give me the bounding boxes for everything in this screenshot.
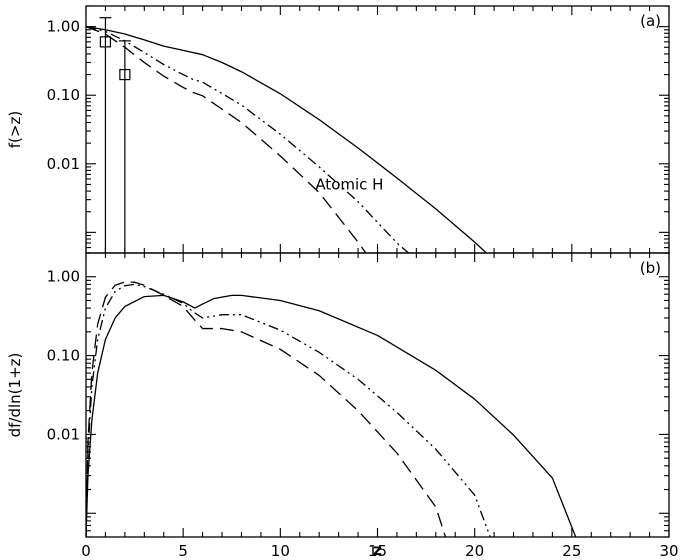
- x-tick-label: 30: [659, 542, 678, 560]
- x-tick-label: 15: [368, 542, 387, 560]
- series-line-dash-dot-dot: [86, 26, 410, 253]
- x-axis-label: z: [373, 541, 382, 559]
- panel-a: 1.00 0.10 0.01 f(>z) (a) Atomic H: [6, 5, 670, 254]
- panel-label: (b): [640, 259, 661, 277]
- plot-area: [86, 17, 487, 253]
- data-point: [99, 36, 112, 48]
- series-line-dash-dot-dot: [86, 283, 491, 537]
- series-line-dashed: [86, 281, 447, 537]
- panel-b: 0 5 10 15 20 25 30 1.00 0.10 0.01 df/dln(1+z) z (b): [6, 252, 679, 560]
- y-axis-label: df/dln(1+z): [6, 353, 24, 438]
- x-tick-label: 0: [81, 542, 91, 560]
- series-line-solid: [86, 294, 577, 537]
- x-tick-label: 5: [178, 542, 188, 560]
- series-line-solid: [86, 25, 487, 253]
- x-tick-label: 25: [562, 542, 581, 560]
- y-axis-label: f(>z): [6, 111, 24, 148]
- plot-frame: [85, 5, 670, 254]
- y-tick-label: 1.00: [47, 268, 80, 286]
- x-tick-label: 20: [465, 542, 484, 560]
- y-tick-label: 0.10: [47, 347, 80, 365]
- panel-label: (a): [640, 12, 661, 30]
- y-tick-label: 0.01: [47, 425, 80, 443]
- x-tick-label: 10: [271, 542, 290, 560]
- data-point: [119, 68, 131, 81]
- plot-frame: [85, 252, 670, 538]
- y-tick-label: 0.10: [47, 86, 80, 104]
- y-tick-label: 0.01: [47, 155, 80, 173]
- annotation-atomic-h: Atomic H: [315, 176, 383, 194]
- plot-area: [86, 281, 577, 537]
- y-tick-label: 1.00: [47, 18, 80, 36]
- series-line-dashed: [86, 26, 367, 253]
